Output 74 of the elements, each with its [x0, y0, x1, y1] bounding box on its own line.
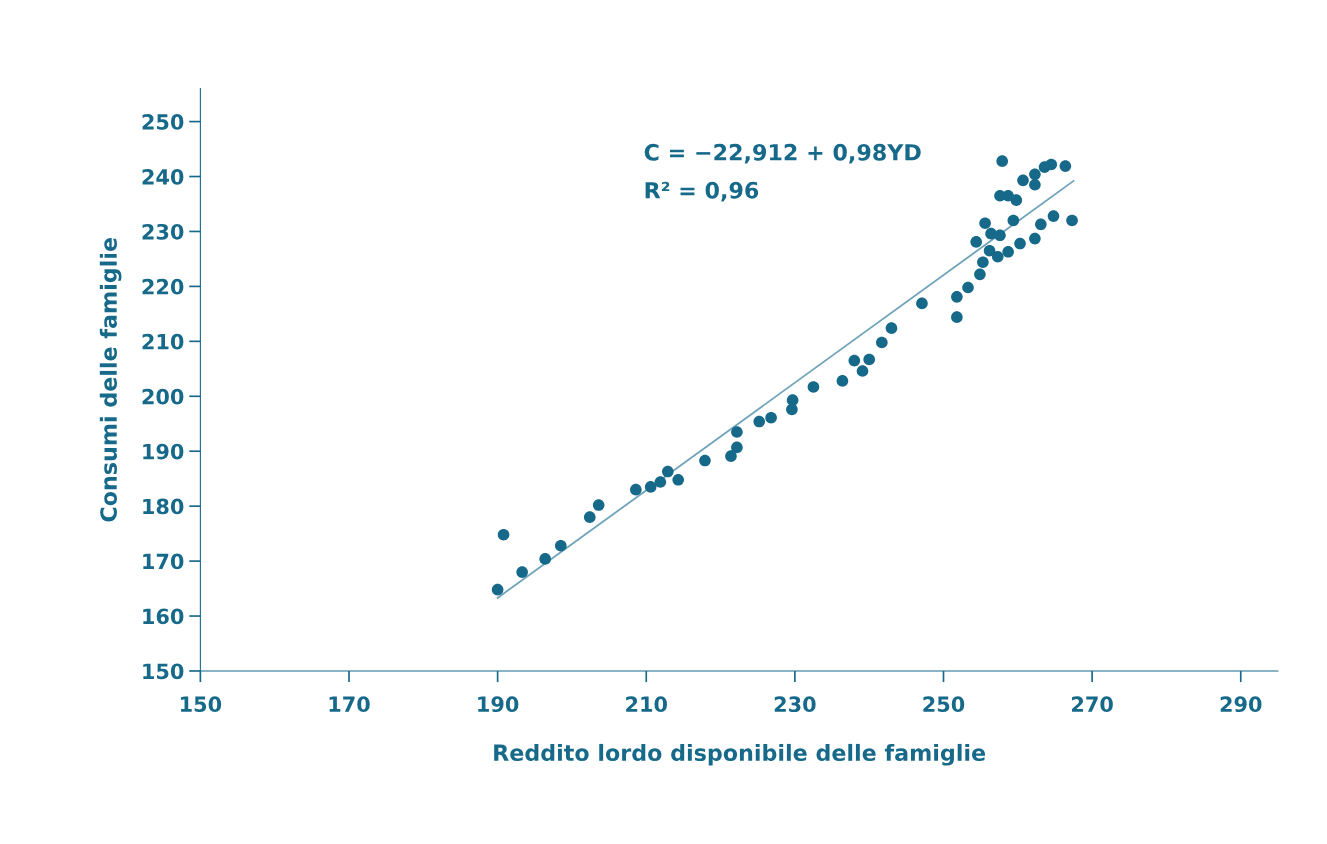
point: [836, 375, 849, 387]
point: [539, 553, 551, 565]
y-tick-label: 190: [143, 443, 184, 460]
point: [1045, 158, 1058, 171]
x-tick-label: 250: [923, 696, 965, 713]
point: [765, 411, 777, 424]
point: [885, 322, 898, 334]
point: [516, 566, 528, 578]
point: [672, 473, 685, 486]
point: [951, 291, 963, 303]
point: [725, 450, 737, 462]
point: [856, 365, 869, 377]
point: [1047, 210, 1060, 222]
point: [970, 236, 982, 248]
point: [1007, 214, 1020, 227]
x-tick-label: 190: [478, 696, 519, 713]
point: [974, 268, 986, 281]
y-tick-label: 210: [142, 333, 184, 350]
point: [979, 217, 991, 230]
x-axis-title: Reddito lordo disponibile delle famiglie: [494, 743, 986, 766]
point: [1029, 178, 1041, 191]
point: [731, 441, 743, 454]
y-tick-label: 230: [142, 223, 184, 240]
point: [807, 381, 820, 393]
annotation: C = −22,912 + 0,98YD: [644, 143, 921, 164]
point: [1066, 214, 1078, 227]
y-tick-label: 220: [142, 278, 184, 295]
y-tick-label: 200: [142, 388, 184, 405]
point: [1035, 218, 1047, 231]
point: [876, 336, 888, 349]
point: [991, 250, 1004, 263]
y-tick-label: 170: [143, 553, 184, 570]
point: [554, 539, 567, 552]
point: [848, 354, 861, 367]
point: [983, 244, 996, 257]
y-tick-label: 160: [143, 608, 184, 625]
point: [786, 394, 799, 406]
point: [1017, 174, 1029, 187]
point: [497, 528, 510, 541]
y-tick-label: 250: [142, 114, 184, 130]
point: [1002, 245, 1014, 258]
point: [996, 155, 1009, 167]
x-tick-label: 150: [180, 696, 222, 713]
point: [994, 229, 1006, 242]
x-tick-label: 170: [329, 696, 370, 713]
point: [592, 499, 605, 511]
x-tick-label: 270: [1072, 696, 1113, 713]
x-tick-label: 210: [626, 696, 667, 713]
point: [731, 426, 743, 438]
point: [977, 256, 989, 269]
point: [951, 311, 963, 323]
point: [1029, 232, 1041, 245]
x-tick-label: 290: [1220, 696, 1262, 713]
point: [654, 476, 667, 488]
point: [583, 511, 596, 523]
point: [661, 465, 674, 478]
point: [753, 415, 766, 428]
point: [491, 583, 504, 596]
point: [916, 297, 928, 310]
point: [1029, 168, 1041, 181]
point: [699, 454, 711, 467]
point: [1014, 237, 1026, 250]
point: [1059, 160, 1072, 172]
y-tick-label: 180: [143, 498, 184, 515]
point: [630, 483, 642, 496]
x-tick-label: 230: [774, 696, 816, 713]
point: [1010, 194, 1023, 206]
point: [962, 281, 974, 294]
y-tick-label: 150: [143, 663, 184, 680]
y-tick-label: 240: [142, 168, 184, 185]
point: [863, 353, 875, 366]
y-axis-title: Consumi delle famiglie: [99, 238, 122, 522]
point: [644, 481, 657, 493]
annotation: R² = 0,96: [645, 181, 759, 202]
